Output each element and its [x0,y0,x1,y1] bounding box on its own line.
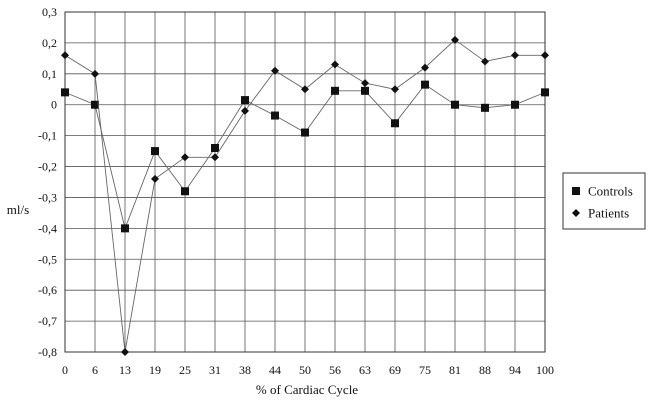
plot-frame [64,11,546,353]
patients-point [541,51,549,60]
patients-point [391,85,399,94]
x-tick-label: 50 [299,363,311,377]
legend-frame [562,172,646,230]
controls-point [511,100,519,109]
x-tick-label: 13 [119,363,131,377]
controls-point [391,119,399,128]
patients-point [481,57,489,66]
x-tick-label: 31 [209,363,221,377]
controls-point [271,111,279,120]
controls-point [181,187,189,196]
x-tick-label: 0 [62,363,68,377]
controls-point [541,88,549,97]
controls-point [421,80,429,89]
patients-point [451,35,459,44]
y-tick-label: -0,2 [38,160,57,174]
x-tick-label: 94 [509,363,521,377]
patients-point [421,63,429,72]
x-tick-label: 38 [239,363,251,377]
y-tick-label: 0,1 [42,67,57,81]
patients-point [61,51,69,60]
chart-grid [64,11,546,353]
controls-point [481,103,489,112]
legend-marker-patients [572,209,580,217]
legend-label-controls: Controls [588,184,633,199]
legend-marker-controls [572,187,580,195]
x-tick-label: 69 [389,363,401,377]
controls-point [61,88,69,97]
patients-point [241,106,249,115]
y-axis-label: ml/s [7,202,29,217]
x-tick-label: 56 [329,363,341,377]
patients-point [91,69,99,78]
series-patients [61,35,549,356]
patients-point [181,153,189,162]
controls-point [361,86,369,95]
controls-point [151,147,159,156]
x-axis-ticks: 0 6 13 19 25 31 38 44 50 56 63 69 75 81 88 94 100 [62,363,554,377]
y-tick-label: -0,1 [38,129,57,143]
chart-legend: Controls Patients [562,172,646,230]
y-tick-label: 0,2 [42,36,57,50]
controls-point [301,128,309,137]
x-axis-label: % of Cardiac Cycle [256,382,358,397]
controls-point [241,96,249,105]
y-tick-label: 0 [51,98,57,112]
y-tick-label: -0,7 [38,314,57,328]
patients-point [511,51,519,60]
controls-point [331,86,339,95]
controls-point [91,100,99,109]
legend-label-patients: Patients [588,206,629,221]
patients-point [211,153,219,162]
x-tick-label: 63 [359,363,371,377]
x-tick-label: 6 [92,363,98,377]
controls-point [451,100,459,109]
patients-point [121,348,129,356]
y-tick-label: -0,8 [38,345,57,359]
y-tick-label: -0,4 [38,221,57,235]
patients-point [361,79,369,88]
x-tick-label: 19 [149,363,161,377]
y-tick-label: -0,5 [38,252,57,266]
x-tick-label: 81 [449,363,461,377]
y-tick-label: -0,6 [38,283,57,297]
x-tick-label: 75 [419,363,431,377]
patients-point [331,60,339,69]
patients-point [271,66,279,75]
x-tick-label: 25 [179,363,191,377]
patients-point [151,174,159,183]
x-tick-label: 88 [479,363,491,377]
chart-series [61,35,549,356]
x-tick-label: 44 [269,363,281,377]
series-controls [61,80,549,233]
y-axis-ticks: 0,3 0,2 0,1 0 -0,1 -0,2 -0,3 -0,4 -0,5 -0,6 -0,7 -0… [38,5,57,359]
controls-point [211,144,219,152]
y-tick-label: 0,3 [42,5,57,19]
patients-point [301,85,309,94]
controls-point [121,224,129,233]
y-tick-label: -0,3 [38,190,57,204]
x-tick-label: 100 [536,363,554,377]
